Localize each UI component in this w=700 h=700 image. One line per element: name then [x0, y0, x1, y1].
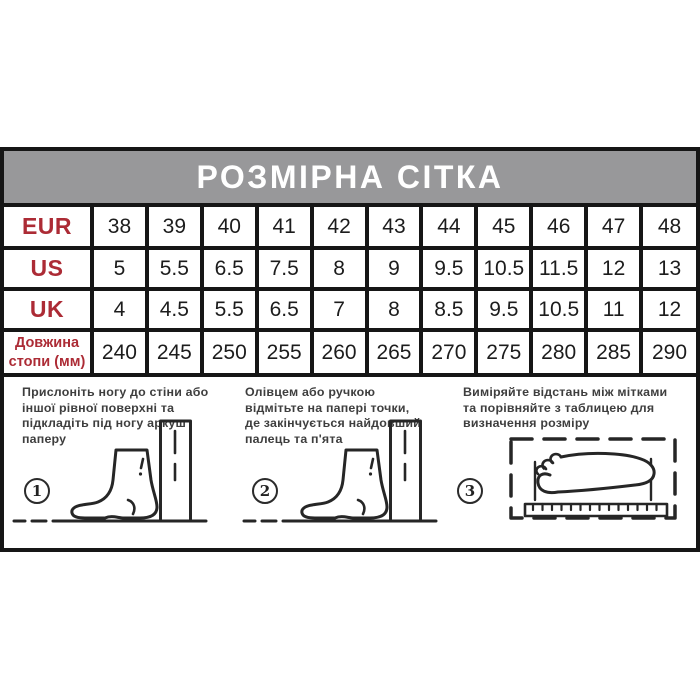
size-cell: 10.5: [474, 246, 534, 291]
size-cell: 45: [474, 207, 534, 250]
size-cell: 11: [584, 287, 644, 332]
instruction-text-2: Олівцем або ручкою відмітьте на папері т…: [245, 385, 421, 446]
size-chart-card: РОЗМІРНА СІТКА EUR 38 39 40 41 42 43 44 …: [0, 147, 700, 552]
size-row-us: US 5 5.5 6.5 7.5 8 9 9.5 10.5 11.5 12 13: [4, 246, 696, 291]
step-1-badge: 1: [24, 478, 50, 504]
size-cell: 7: [309, 287, 369, 332]
size-cell: 42: [309, 207, 369, 250]
card-header: РОЗМІРНА СІТКА: [4, 151, 696, 207]
row-label-uk: UK: [4, 287, 94, 332]
size-cell: 47: [584, 207, 644, 250]
size-cell: 285: [584, 328, 644, 377]
size-cell: 44: [419, 207, 479, 250]
size-cell: 270: [419, 328, 479, 377]
foot-against-wall-icon: [242, 419, 438, 523]
size-cell: 5.5: [199, 287, 259, 332]
size-cell: 12: [639, 287, 696, 332]
size-cell: 255: [254, 328, 314, 377]
size-cell: 10.5: [529, 287, 589, 332]
foot-against-wall-icon: [12, 419, 208, 523]
row-label-foot-length: Довжина стопи (мм): [4, 328, 94, 377]
row-label-eur: EUR: [4, 207, 94, 250]
size-row-uk: UK 4 4.5 5.5 6.5 7 8 8.5 9.5 10.5 11 12: [4, 287, 696, 332]
size-cell: 12: [584, 246, 644, 291]
size-cell: 9.5: [419, 246, 479, 291]
size-cell: 6.5: [254, 287, 314, 332]
size-cell: 9: [364, 246, 424, 291]
step-3-badge: 3: [457, 478, 483, 504]
size-cell: 11.5: [529, 246, 589, 291]
size-cell: 275: [474, 328, 534, 377]
size-cell: 8.5: [419, 287, 479, 332]
size-cell: 38: [90, 207, 149, 250]
size-cell: 280: [529, 328, 589, 377]
card-title: РОЗМІРНА СІТКА: [196, 158, 504, 195]
size-cell: 7.5: [254, 246, 314, 291]
size-cell: 8: [309, 246, 369, 291]
size-cell: 6.5: [199, 246, 259, 291]
size-cell: 13: [639, 246, 696, 291]
instruction-step-1: Прислоніть ногу до стіни або іншої рівно…: [4, 377, 235, 548]
step-2-badge: 2: [252, 478, 278, 504]
foot-measurement-ruler-icon: [509, 437, 677, 520]
row-label-us: US: [4, 246, 94, 291]
size-cell: 260: [309, 328, 369, 377]
size-cell: 5: [90, 246, 149, 291]
instruction-step-2: Олівцем або ручкою відмітьте на папері т…: [235, 377, 455, 548]
size-cell: 8: [364, 287, 424, 332]
size-row-eur: EUR 38 39 40 41 42 43 44 45 46 47 48: [4, 207, 696, 250]
measuring-instructions: Прислоніть ногу до стіни або іншої рівно…: [4, 377, 696, 548]
size-table: EUR 38 39 40 41 42 43 44 45 46 47 48 US …: [4, 207, 696, 377]
size-cell: 40: [199, 207, 259, 250]
size-cell: 265: [364, 328, 424, 377]
size-cell: 240: [90, 328, 149, 377]
size-cell: 48: [639, 207, 696, 250]
instruction-text-1: Прислоніть ногу до стіни або іншої рівно…: [22, 385, 209, 446]
size-cell: 43: [364, 207, 424, 250]
instruction-text-3: Виміряйте відстань між мітками та порівн…: [463, 385, 668, 430]
instruction-step-3: Виміряйте відстань між мітками та порівн…: [455, 377, 696, 548]
size-row-foot-length: Довжина стопи (мм) 240 245 250 255 260 2…: [4, 328, 696, 377]
size-cell: 9.5: [474, 287, 534, 332]
size-cell: 5.5: [144, 246, 204, 291]
size-cell: 4.5: [144, 287, 204, 332]
size-cell: 41: [254, 207, 314, 250]
size-cell: 250: [199, 328, 259, 377]
size-cell: 245: [144, 328, 204, 377]
size-cell: 39: [144, 207, 204, 250]
size-cell: 290: [639, 328, 696, 377]
size-cell: 46: [529, 207, 589, 250]
size-cell: 4: [90, 287, 149, 332]
